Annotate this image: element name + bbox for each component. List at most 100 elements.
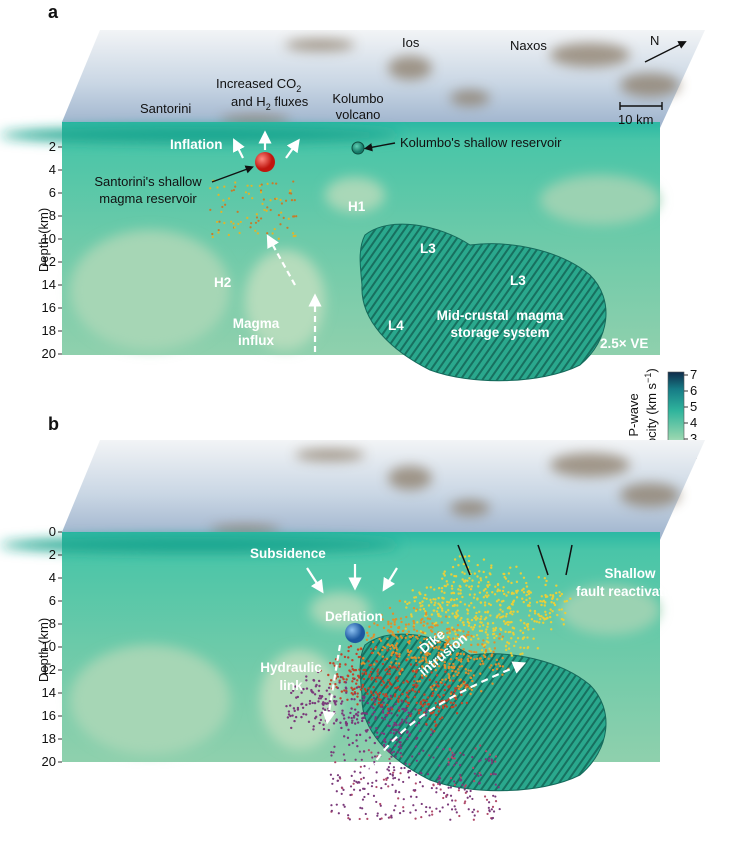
earthquake (437, 651, 440, 655)
earthquake (468, 795, 472, 798)
earthquake (361, 683, 365, 687)
earthquake (425, 805, 428, 809)
earthquake (431, 730, 435, 733)
magma-storage-body (359, 223, 607, 382)
earthquake (347, 716, 350, 719)
earthquake (459, 773, 462, 777)
earthquake (533, 620, 536, 623)
earthquake (386, 637, 389, 640)
earthquake (451, 628, 454, 631)
earthquake (409, 795, 413, 798)
earthquake (361, 672, 364, 675)
earthquake (374, 718, 377, 721)
earthquake (464, 791, 467, 794)
earthquake (289, 704, 292, 707)
earthquake (455, 712, 459, 715)
earthquake (381, 662, 385, 666)
earthquake (435, 645, 438, 649)
depth-tick-label: 10 (42, 231, 56, 246)
earthquake (442, 796, 445, 800)
depth-tick-label: 4 (49, 570, 56, 585)
earthquake (471, 810, 474, 814)
earthquake (469, 588, 473, 591)
earthquake (405, 606, 408, 609)
earthquake (462, 630, 465, 633)
earthquake (410, 712, 413, 716)
earthquake (470, 618, 474, 622)
earthquake (366, 817, 369, 820)
earthquake (437, 778, 440, 781)
earthquake (468, 577, 471, 580)
earthquake (472, 674, 475, 677)
earthquake (378, 653, 381, 656)
earthquake (431, 691, 435, 695)
earthquake (254, 221, 258, 224)
earthquake (301, 706, 305, 709)
earthquake (447, 673, 450, 676)
earthquake (383, 718, 386, 721)
earthquake (487, 801, 491, 804)
earthquake (464, 668, 468, 671)
earthquake (437, 664, 441, 668)
earthquake (474, 615, 478, 618)
earthquake (437, 602, 440, 605)
earthquake (406, 704, 410, 708)
earthquake (441, 678, 444, 682)
earthquake (399, 741, 402, 744)
earthquake (486, 812, 489, 816)
earthquake (431, 813, 434, 816)
earthquake (366, 692, 369, 695)
earthquake (409, 663, 413, 666)
earthquake (293, 199, 296, 202)
earthquake (393, 744, 397, 747)
earthquake (217, 231, 220, 234)
earthquake (387, 622, 390, 626)
depth-tick-label: 14 (42, 277, 56, 292)
earthquake (498, 632, 502, 636)
earthquake (359, 765, 362, 768)
earthquake (549, 593, 552, 597)
earthquake (323, 702, 327, 705)
earthquake (318, 694, 322, 698)
earthquake (456, 634, 460, 637)
earthquake (400, 720, 404, 724)
earthquake (492, 773, 495, 776)
earthquake (312, 679, 316, 682)
earthquake (467, 554, 471, 558)
earthquake (271, 182, 274, 185)
earthquake (241, 196, 244, 199)
earthquake (528, 597, 531, 600)
earthquake (399, 617, 403, 620)
earthquake (346, 736, 350, 740)
earthquake (355, 652, 358, 656)
earthquake (439, 654, 442, 657)
earthquake (513, 644, 516, 648)
earthquake (316, 670, 320, 674)
earthquake (493, 647, 497, 650)
earthquake (442, 693, 445, 697)
earthquake (362, 696, 366, 700)
earthquake (390, 661, 393, 664)
earthquake (515, 596, 519, 599)
earthquake (483, 655, 487, 659)
earthquake (300, 691, 303, 694)
earthquake (523, 626, 527, 630)
earthquake (423, 699, 426, 702)
earthquake (395, 635, 398, 639)
earthquake (364, 739, 368, 742)
earthquake (390, 697, 393, 700)
earthquake (473, 658, 476, 661)
earthquake (396, 714, 399, 717)
earthquake (405, 731, 409, 734)
reservoir-label: Kolumbo's shallow reservoir (400, 135, 562, 150)
earthquake (365, 712, 369, 715)
earthquake (525, 585, 529, 588)
earthquake (234, 181, 237, 184)
anomaly-label: L3 (420, 241, 436, 256)
earthquake (391, 773, 394, 776)
earthquake (209, 187, 212, 190)
earthquake (435, 723, 438, 726)
earthquake (431, 622, 434, 625)
earthquake (434, 664, 437, 668)
earthquake (390, 816, 393, 819)
